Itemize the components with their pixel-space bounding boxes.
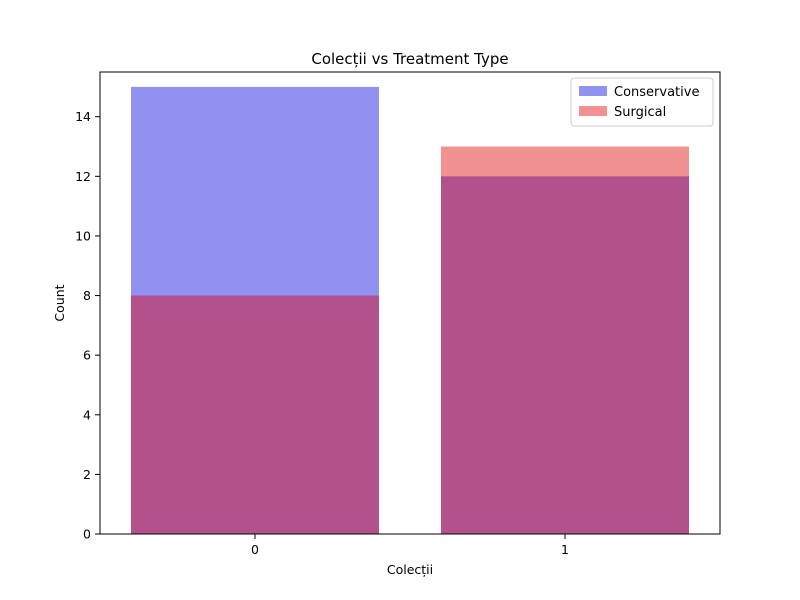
y-tick-label: 12 [75,169,91,184]
bar-conservative-1 [441,176,689,535]
y-axis-ticks: 0 2 4 6 8 10 12 14 [75,109,100,542]
y-tick-label: 8 [83,288,91,303]
y-tick-label: 14 [75,109,91,124]
y-tick-label: 0 [83,527,91,542]
chart-title: Colecții vs Treatment Type [311,50,508,68]
bar-surgical-0 [131,295,379,534]
bars [131,86,689,535]
legend: Conservative Surgical [570,77,714,127]
x-tick-label: 1 [561,542,569,557]
legend-label-conservative: Conservative [614,85,699,100]
y-tick-label: 10 [75,228,91,243]
legend-swatch-conservative [579,86,607,96]
y-axis-label: Count [52,284,67,321]
legend-label-surgical: Surgical [614,105,666,120]
legend-swatch-surgical [579,106,607,116]
x-tick-label: 0 [251,542,259,557]
bar-conservative-0 [131,86,379,534]
x-axis-label: Colecții [387,562,433,577]
plot-frame [99,71,721,535]
y-tick-label: 2 [83,467,91,482]
legend-box [570,77,714,127]
y-tick-label: 6 [83,348,91,363]
y-tick-label: 4 [83,407,91,422]
bar-surgical-1 [441,146,689,535]
